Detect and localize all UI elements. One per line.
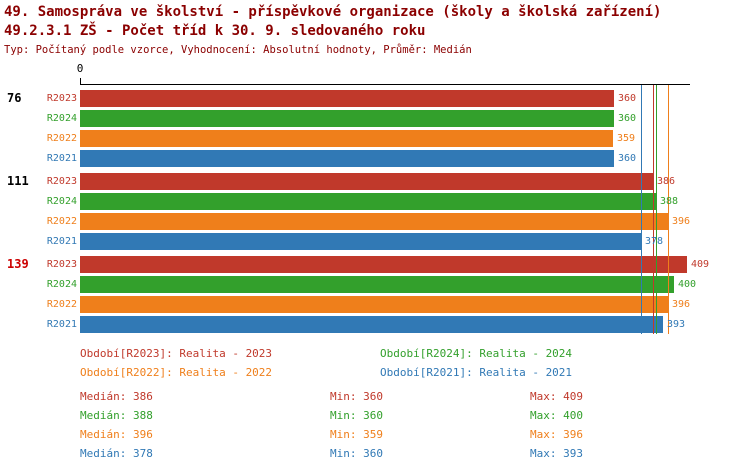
stat-max-r2022: Max: 396 <box>530 428 583 441</box>
bar <box>80 90 614 107</box>
bar-value-label: 386 <box>657 176 676 187</box>
bar-row-label: R2022 <box>46 133 77 144</box>
bar <box>80 296 668 313</box>
bar-value-label: 360 <box>618 93 637 104</box>
legend-item-r2022: Období[R2022]: Realita - 2022 <box>80 366 273 379</box>
bar-value-label: 378 <box>645 236 664 247</box>
stat-min-r2024: Min: 360 <box>330 409 383 422</box>
median-line-r2023 <box>653 84 654 334</box>
bar-row-label: R2023 <box>46 93 77 104</box>
bar-value-label: 393 <box>667 319 686 330</box>
bar-row-label: R2022 <box>46 216 77 227</box>
legend-item-r2021: Období[R2021]: Realita - 2021 <box>380 366 573 379</box>
bar-value-label: 396 <box>672 299 691 310</box>
bar <box>80 316 663 333</box>
stat-min-r2023: Min: 360 <box>330 390 383 403</box>
bar <box>80 130 613 147</box>
bar-row-label: R2022 <box>46 299 77 310</box>
bar-value-label: 400 <box>678 279 697 290</box>
stat-max-r2021: Max: 393 <box>530 447 583 460</box>
bar-row-label: R2024 <box>46 113 77 124</box>
median-line-r2022 <box>668 84 669 334</box>
bar-row-label: R2021 <box>46 319 77 330</box>
stat-median-r2022: Medián: 396 <box>80 428 153 441</box>
page-title: 49. Samospráva ve školství - příspěvkové… <box>4 4 662 20</box>
bar-value-label: 409 <box>691 259 710 270</box>
indicator-title: 49.2.3.1 ZŠ - Počet tříd k 30. 9. sledov… <box>4 23 426 39</box>
plot-area: 76 R2023 360 R2024 360 R2022 359 R2021 360 111 R20… <box>7 78 709 334</box>
bar-row-label: R2024 <box>46 279 77 290</box>
bar <box>80 193 656 210</box>
bar-row-label: R2023 <box>46 259 77 270</box>
stat-max-r2024: Max: 400 <box>530 409 583 422</box>
bar-value-label: 360 <box>618 153 637 164</box>
x-axis-line <box>80 84 690 85</box>
bar <box>80 256 687 273</box>
bar <box>80 276 674 293</box>
bar-row-label: R2024 <box>46 196 77 207</box>
group-label: 139 <box>7 257 29 271</box>
stat-min-r2021: Min: 360 <box>330 447 383 460</box>
stat-median-r2023: Medián: 386 <box>80 390 153 403</box>
legend-item-r2024: Období[R2024]: Realita - 2024 <box>380 347 573 360</box>
x-axis-zero-tick <box>80 78 81 84</box>
bar-value-label: 360 <box>618 113 637 124</box>
bar-value-label: 396 <box>672 216 691 227</box>
bar <box>80 233 641 250</box>
stat-median-r2021: Medián: 378 <box>80 447 153 460</box>
bar-row-label: R2021 <box>46 236 77 247</box>
group-label: 76 <box>7 91 22 105</box>
x-axis-zero-label: 0 <box>76 62 84 75</box>
stat-median-r2024: Medián: 388 <box>80 409 153 422</box>
bar-row-label: R2021 <box>46 153 77 164</box>
group-label: 111 <box>7 174 29 188</box>
bar-value-label: 359 <box>617 133 636 144</box>
bar <box>80 213 668 230</box>
chart-meta-line: Typ: Počítaný podle vzorce, Vyhodnocení:… <box>4 44 472 56</box>
bar <box>80 110 614 127</box>
bar-value-label: 388 <box>660 196 679 207</box>
bar <box>80 173 653 190</box>
median-line-r2021 <box>641 84 642 334</box>
stat-max-r2023: Max: 409 <box>530 390 583 403</box>
stat-min-r2022: Min: 359 <box>330 428 383 441</box>
legend-item-r2023: Období[R2023]: Realita - 2023 <box>80 347 273 360</box>
bar <box>80 150 614 167</box>
bar-row-label: R2023 <box>46 176 77 187</box>
median-line-r2024 <box>656 84 657 334</box>
